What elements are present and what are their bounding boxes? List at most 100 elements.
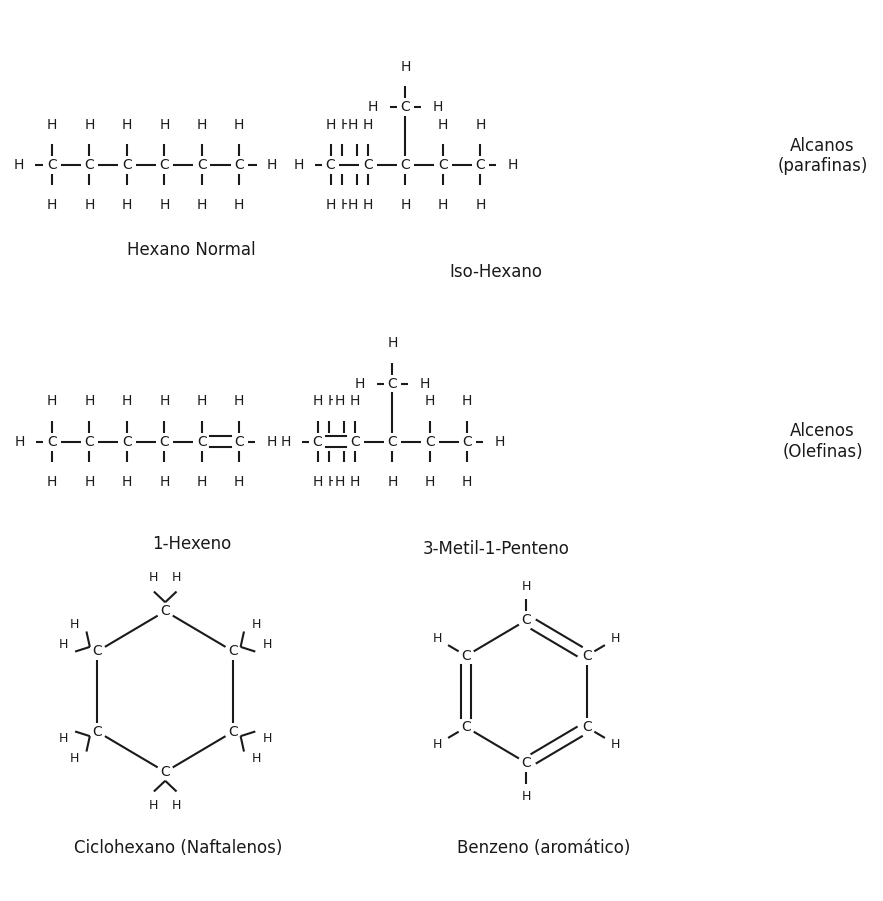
Text: H: H — [363, 118, 374, 132]
Text: H: H — [425, 475, 435, 488]
Text: C: C — [582, 720, 592, 734]
Text: H: H — [355, 377, 366, 390]
Text: H: H — [172, 570, 181, 584]
Text: C: C — [160, 158, 170, 172]
Text: H: H — [508, 158, 517, 172]
Text: H: H — [197, 395, 207, 408]
Text: H: H — [388, 336, 397, 350]
Text: H: H — [475, 198, 486, 212]
Text: H: H — [347, 198, 358, 212]
Text: H: H — [262, 733, 272, 745]
Text: H: H — [84, 395, 94, 408]
Text: H: H — [400, 198, 411, 212]
Text: C: C — [122, 434, 132, 449]
Text: H: H — [172, 799, 181, 813]
Text: H: H — [328, 475, 338, 488]
Text: C: C — [461, 720, 471, 734]
Text: H: H — [494, 434, 505, 449]
Text: H: H — [14, 158, 24, 172]
Text: H: H — [334, 395, 344, 408]
Text: C: C — [197, 434, 207, 449]
Text: H: H — [350, 475, 360, 488]
Text: H: H — [368, 100, 379, 114]
Text: H: H — [47, 395, 57, 408]
Text: H: H — [122, 395, 132, 408]
Text: C: C — [522, 613, 532, 627]
Text: H: H — [611, 633, 620, 645]
Text: C: C — [463, 434, 472, 449]
Text: C: C — [160, 434, 170, 449]
Text: C: C — [93, 724, 102, 739]
Text: Hexano Normal: Hexano Normal — [127, 241, 256, 259]
Text: C: C — [401, 158, 411, 172]
Text: H: H — [334, 475, 344, 488]
Text: H: H — [47, 118, 57, 132]
Text: H: H — [234, 198, 245, 212]
Text: H: H — [58, 733, 68, 745]
Text: H: H — [326, 118, 336, 132]
Text: H: H — [122, 198, 132, 212]
Text: H: H — [149, 799, 159, 813]
Text: H: H — [267, 158, 277, 172]
Text: H: H — [611, 738, 620, 751]
Text: H: H — [159, 118, 170, 132]
Text: Alcanos
(parafinas): Alcanos (parafinas) — [777, 137, 868, 176]
Text: C: C — [401, 100, 411, 114]
Text: H: H — [433, 100, 443, 114]
Text: C: C — [85, 434, 94, 449]
Text: C: C — [197, 158, 207, 172]
Text: H: H — [522, 579, 532, 593]
Text: H: H — [313, 395, 323, 408]
Text: H: H — [70, 752, 79, 765]
Text: C: C — [475, 158, 486, 172]
Text: H: H — [462, 395, 472, 408]
Text: Ciclohexano (Naftalenos): Ciclohexano (Naftalenos) — [74, 839, 283, 857]
Text: C: C — [161, 605, 170, 618]
Text: H: H — [438, 198, 448, 212]
Text: H: H — [433, 738, 442, 751]
Text: C: C — [326, 158, 336, 172]
Text: H: H — [234, 395, 245, 408]
Text: H: H — [326, 198, 336, 212]
Text: C: C — [438, 158, 448, 172]
Text: H: H — [159, 475, 170, 488]
Text: C: C — [122, 158, 132, 172]
Text: C: C — [388, 434, 397, 449]
Text: C: C — [582, 649, 592, 663]
Text: 3-Metil-1-Penteno: 3-Metil-1-Penteno — [423, 540, 570, 558]
Text: C: C — [93, 644, 102, 659]
Text: H: H — [388, 475, 397, 488]
Text: H: H — [47, 198, 57, 212]
Text: H: H — [522, 790, 532, 804]
Text: H: H — [70, 618, 79, 631]
Text: C: C — [234, 434, 244, 449]
Text: Alcenos
(Olefinas): Alcenos (Olefinas) — [782, 423, 863, 461]
Text: C: C — [234, 158, 244, 172]
Text: H: H — [252, 618, 260, 631]
Text: C: C — [161, 765, 170, 778]
Text: H: H — [47, 475, 57, 488]
Text: H: H — [252, 752, 260, 765]
Text: H: H — [149, 570, 159, 584]
Text: H: H — [262, 638, 272, 651]
Text: C: C — [228, 644, 238, 659]
Text: C: C — [351, 434, 360, 449]
Text: H: H — [363, 198, 374, 212]
Text: H: H — [267, 434, 276, 449]
Text: H: H — [313, 475, 323, 488]
Text: C: C — [313, 434, 322, 449]
Text: C: C — [47, 158, 57, 172]
Text: H: H — [350, 395, 360, 408]
Text: H: H — [234, 475, 245, 488]
Text: H: H — [425, 395, 435, 408]
Text: H: H — [197, 198, 207, 212]
Text: H: H — [341, 118, 351, 132]
Text: H: H — [347, 118, 358, 132]
Text: H: H — [159, 395, 170, 408]
Text: H: H — [438, 118, 448, 132]
Text: H: H — [341, 198, 351, 212]
Text: C: C — [363, 158, 373, 172]
Text: H: H — [475, 118, 486, 132]
Text: C: C — [85, 158, 94, 172]
Text: H: H — [419, 377, 430, 390]
